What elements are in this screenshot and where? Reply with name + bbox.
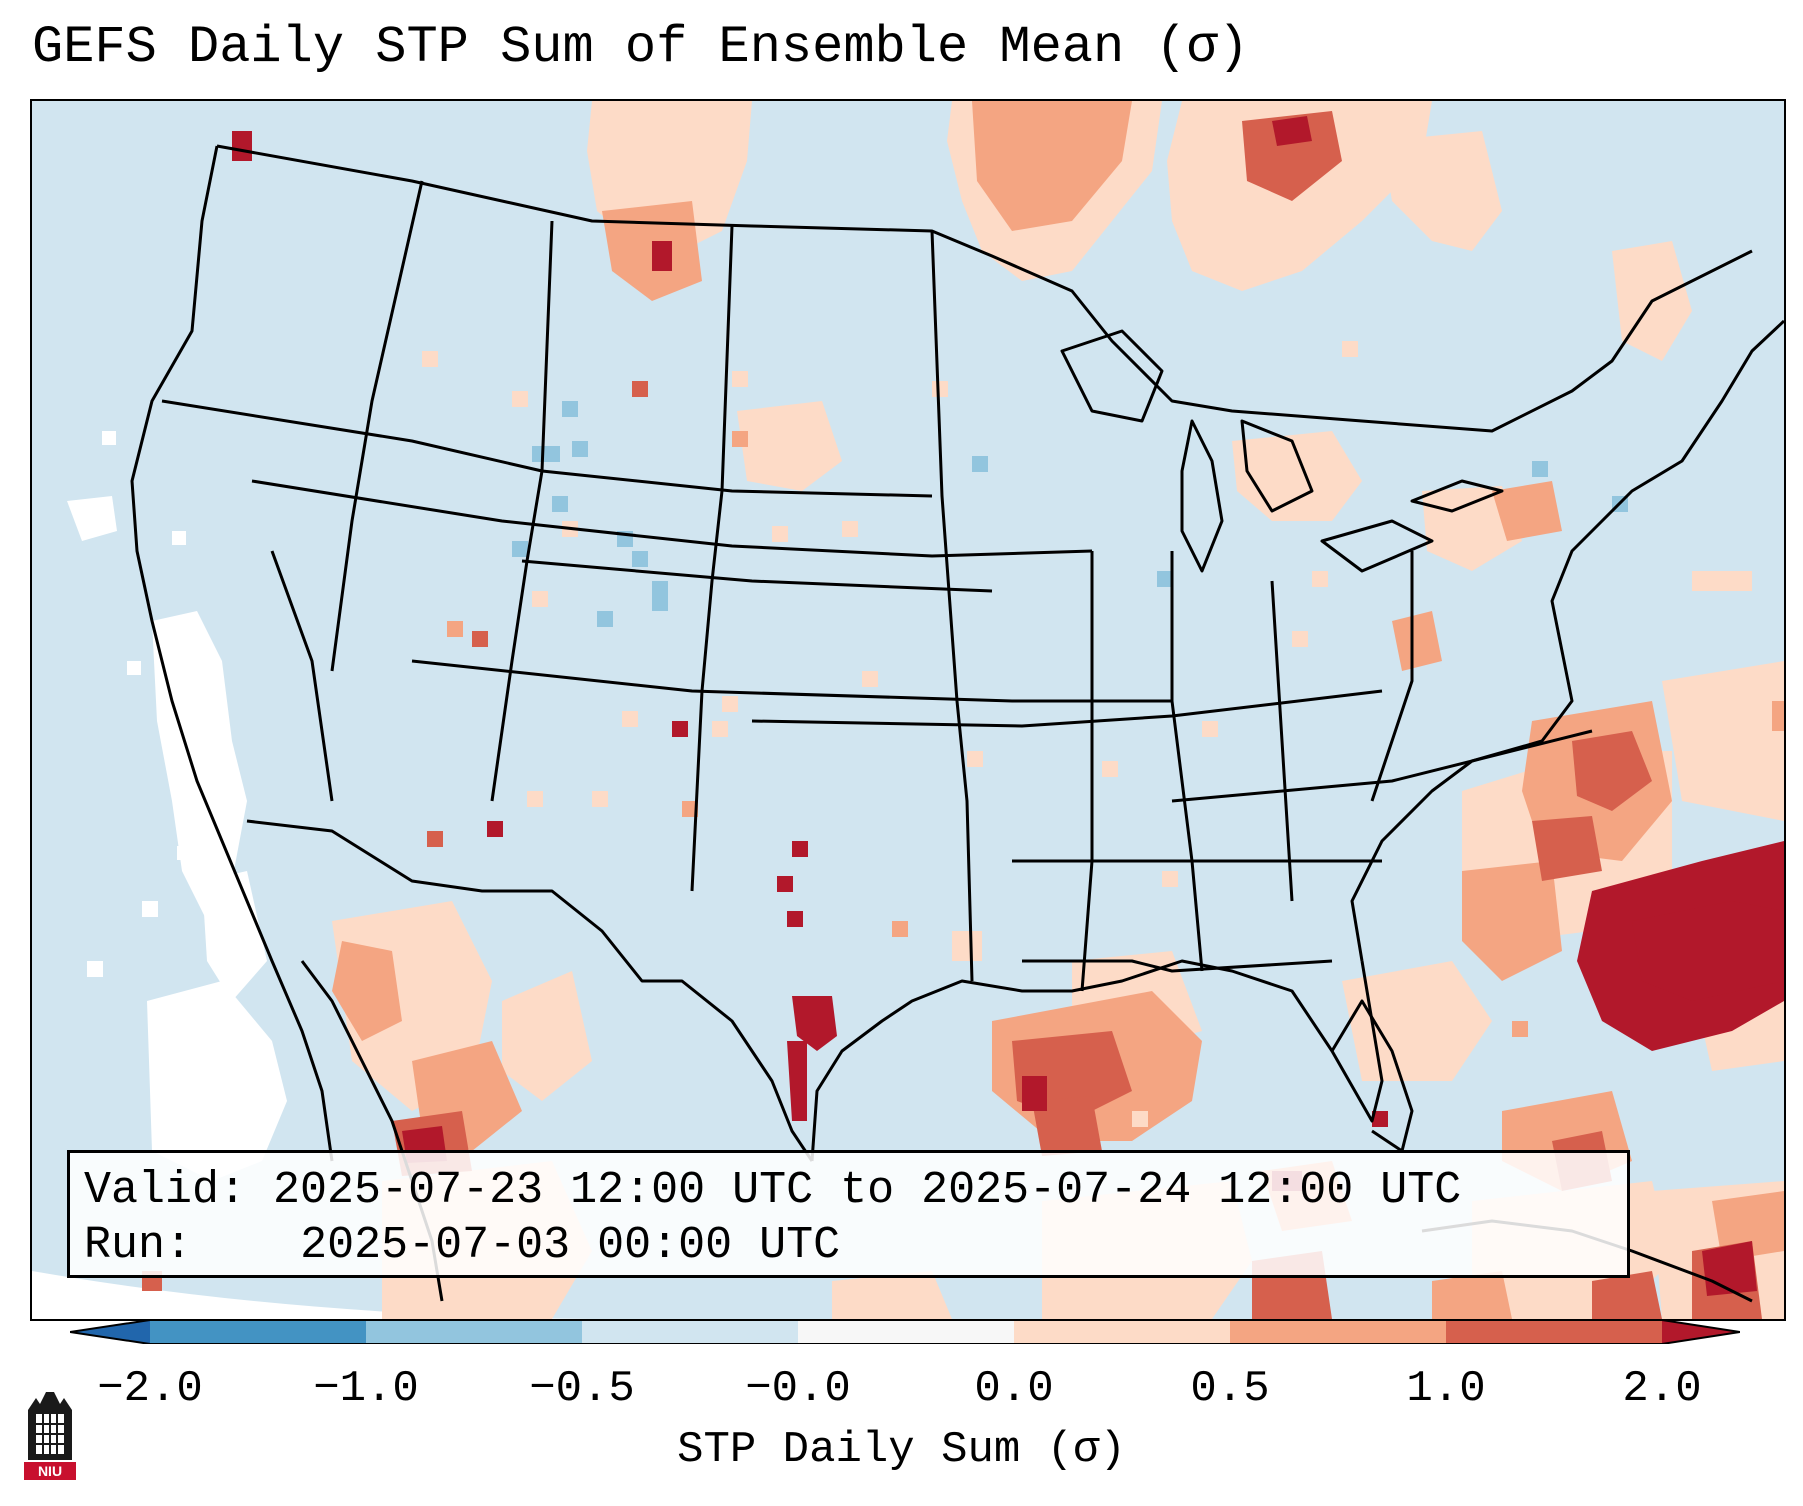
colorbar-segment: [798, 1320, 1014, 1344]
boundaries: [130, 144, 1784, 1303]
domain-edge: [32, 1271, 592, 1319]
valid-label: Valid:: [84, 1165, 247, 1216]
colorbar-segment: [582, 1320, 798, 1344]
colorbar-segment: [1230, 1320, 1446, 1344]
colorbar-tick-label: 0.5: [1190, 1364, 1270, 1414]
colorbar-tick-label: 1.0: [1406, 1364, 1486, 1414]
colorbar-tick-label: 2.0: [1622, 1364, 1702, 1414]
valid-info-box: Valid: 2025-07-23 12:00 UTC to 2025-07-2…: [67, 1150, 1630, 1278]
valid-value: 2025-07-23 12:00 UTC to 2025-07-24 12:00…: [273, 1165, 1462, 1216]
colorbar-tick-label: −0.5: [529, 1364, 635, 1414]
colorbar-label: STP Daily Sum (σ): [677, 1425, 1126, 1475]
colorbar-tick-label: 0.0: [974, 1364, 1054, 1414]
logo-text: NIU: [38, 1463, 62, 1479]
colorbar-segment: [366, 1320, 582, 1344]
colorbar-over-extension: [1662, 1320, 1740, 1344]
chart-title: GEFS Daily STP Sum of Ensemble Mean (σ): [32, 18, 1249, 77]
map-panel: [30, 99, 1786, 1321]
colorbar-segment: [1014, 1320, 1230, 1344]
colorbar-tick-label: −1.0: [313, 1364, 419, 1414]
colorbar-tick-label: −2.0: [97, 1364, 203, 1414]
valid-row: Valid: 2025-07-23 12:00 UTC to 2025-07-2…: [84, 1163, 1613, 1218]
colorbar: [70, 1320, 1740, 1344]
niu-building-icon: NIU: [24, 1392, 76, 1480]
map-canvas: [32, 101, 1784, 1319]
map-background: [32, 101, 1784, 1319]
stp-field-scatter: [142, 341, 1784, 1291]
colorbar-tick-label: −0.0: [745, 1364, 851, 1414]
run-label: Run:: [84, 1220, 193, 1271]
run-row: Run: 2025-07-03 00:00 UTC: [84, 1218, 1613, 1273]
colorbar-under-extension: [70, 1320, 150, 1344]
colorbar-segment: [1446, 1320, 1662, 1344]
run-value: 2025-07-03 00:00 UTC: [300, 1220, 841, 1271]
colorbar-segment: [150, 1320, 366, 1344]
